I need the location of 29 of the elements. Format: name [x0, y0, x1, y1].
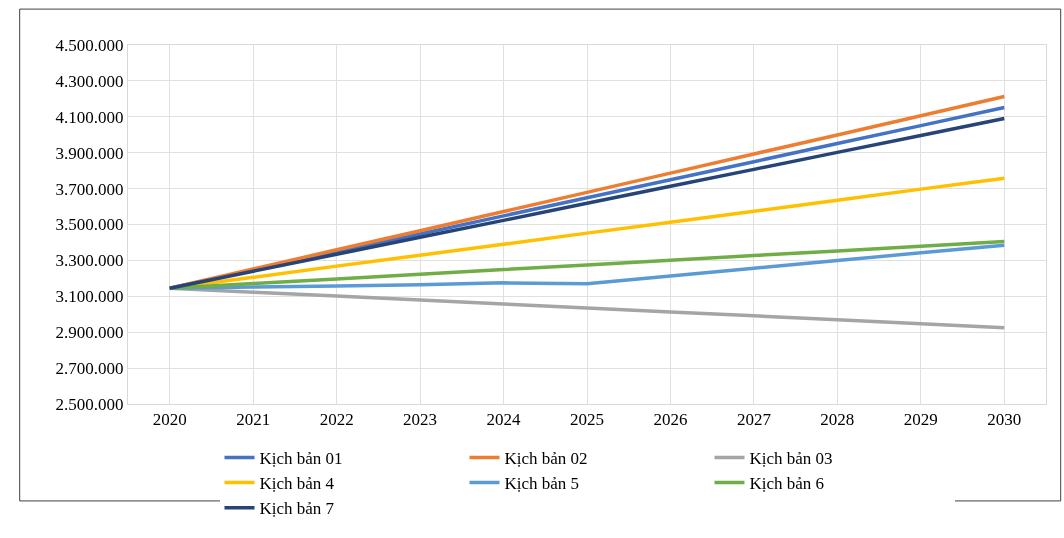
x-tick-label: 2021 — [236, 410, 271, 430]
legend-label: Kịch bản 6 — [749, 474, 825, 494]
y-tick-label: 2.500.000 — [55, 394, 124, 414]
x-tick-label: 2026 — [653, 410, 688, 430]
y-tick-label: 4.500.000 — [55, 35, 124, 55]
y-tick-label: 3.100.000 — [55, 287, 124, 307]
x-tick-label: 2025 — [570, 410, 604, 430]
x-tick-label: 2024 — [486, 410, 522, 430]
x-tick-label: 2029 — [903, 410, 938, 430]
y-tick-label: 4.300.000 — [55, 71, 124, 91]
legend-label: Kịch bản 01 — [259, 449, 343, 469]
x-tick-label: 2023 — [403, 410, 438, 430]
y-tick-label: 3.500.000 — [55, 215, 124, 235]
x-tick-label: 2028 — [820, 410, 855, 430]
y-tick-label: 3.900.000 — [55, 143, 124, 163]
x-tick-label: 2022 — [319, 410, 354, 430]
legend-label: Kịch bản 7 — [259, 499, 335, 519]
legend-label: Kịch bản 5 — [504, 474, 580, 494]
x-tick-label: 2030 — [987, 410, 1022, 430]
x-tick-label: 2027 — [736, 410, 772, 430]
y-tick-label: 2.900.000 — [55, 323, 124, 343]
y-tick-label: 3.300.000 — [55, 251, 124, 271]
y-tick-label: 3.700.000 — [55, 179, 124, 199]
legend-label: Kịch bản 02 — [504, 449, 588, 469]
x-tick-label: 2020 — [152, 410, 187, 430]
y-tick-label: 4.100.000 — [55, 107, 124, 127]
legend-label: Kịch bản 4 — [259, 474, 335, 494]
y-tick-label: 2.700.000 — [55, 359, 124, 379]
legend-label: Kịch bản 03 — [749, 449, 833, 469]
